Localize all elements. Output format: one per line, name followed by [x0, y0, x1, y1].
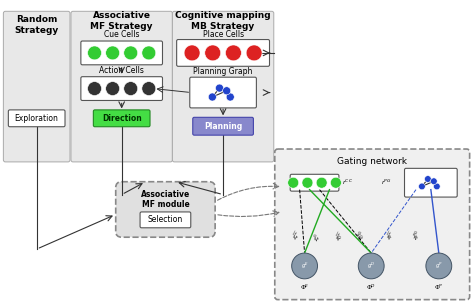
- FancyBboxPatch shape: [275, 149, 470, 300]
- Circle shape: [124, 82, 137, 95]
- Text: $z_D^{PG}$: $z_D^{PG}$: [355, 229, 368, 242]
- Text: Place Cells: Place Cells: [202, 30, 244, 39]
- Text: $\Phi^D$: $\Phi^D$: [366, 283, 376, 292]
- FancyBboxPatch shape: [290, 174, 339, 191]
- Text: $z_P^{PG}$: $z_P^{PG}$: [410, 228, 424, 242]
- Circle shape: [88, 46, 101, 60]
- Circle shape: [205, 45, 221, 61]
- FancyBboxPatch shape: [9, 110, 65, 127]
- Circle shape: [288, 177, 299, 188]
- Text: Planning: Planning: [204, 122, 242, 131]
- Circle shape: [223, 87, 231, 95]
- Text: Cognitive mapping
MB Strategy: Cognitive mapping MB Strategy: [175, 11, 271, 31]
- Text: $z_D^{CC}$: $z_D^{CC}$: [332, 229, 346, 243]
- Circle shape: [142, 46, 156, 60]
- Text: $r^{PG}$: $r^{PG}$: [381, 178, 392, 187]
- Circle shape: [246, 45, 262, 61]
- Text: Planning Graph: Planning Graph: [193, 67, 253, 76]
- Circle shape: [226, 45, 241, 61]
- Circle shape: [425, 176, 431, 182]
- Text: $\Phi^E$: $\Phi^E$: [300, 283, 310, 292]
- Circle shape: [292, 253, 318, 279]
- Text: Selection: Selection: [148, 215, 183, 224]
- Circle shape: [430, 178, 437, 185]
- FancyBboxPatch shape: [140, 212, 191, 228]
- Text: Direction: Direction: [102, 114, 142, 123]
- Circle shape: [208, 93, 216, 101]
- Text: $r^{CC}$: $r^{CC}$: [342, 178, 354, 187]
- FancyBboxPatch shape: [190, 77, 256, 108]
- Text: Associative
MF Strategy: Associative MF Strategy: [91, 11, 153, 31]
- FancyBboxPatch shape: [3, 11, 70, 162]
- Text: Random
Strategy: Random Strategy: [15, 15, 59, 35]
- Text: $z_e^G$: $z_e^G$: [311, 232, 324, 243]
- FancyBboxPatch shape: [71, 11, 173, 162]
- Text: Associative
MF module: Associative MF module: [141, 190, 190, 209]
- FancyBboxPatch shape: [193, 117, 254, 135]
- Text: Action Cells: Action Cells: [99, 66, 144, 75]
- Text: Gating network: Gating network: [337, 157, 407, 166]
- Circle shape: [106, 46, 119, 60]
- Circle shape: [88, 82, 101, 95]
- Circle shape: [216, 84, 224, 92]
- Circle shape: [330, 177, 341, 188]
- Circle shape: [124, 46, 137, 60]
- Circle shape: [316, 177, 327, 188]
- Circle shape: [358, 253, 384, 279]
- FancyBboxPatch shape: [93, 110, 150, 127]
- Circle shape: [302, 177, 313, 188]
- Text: $z_P^{CC}$: $z_P^{CC}$: [384, 228, 398, 242]
- Circle shape: [142, 82, 156, 95]
- FancyBboxPatch shape: [177, 39, 270, 66]
- Circle shape: [106, 82, 119, 95]
- FancyBboxPatch shape: [116, 182, 215, 237]
- Circle shape: [419, 183, 425, 190]
- Text: Exploration: Exploration: [15, 114, 59, 123]
- Text: $g^P$: $g^P$: [435, 261, 443, 271]
- FancyBboxPatch shape: [81, 77, 163, 101]
- Circle shape: [433, 183, 440, 190]
- Circle shape: [426, 253, 452, 279]
- FancyBboxPatch shape: [81, 41, 163, 65]
- Text: Cue Cells: Cue Cells: [104, 30, 139, 39]
- FancyBboxPatch shape: [173, 11, 274, 162]
- Text: $\Phi^P$: $\Phi^P$: [434, 283, 444, 292]
- FancyBboxPatch shape: [404, 168, 457, 197]
- Circle shape: [184, 45, 200, 61]
- Text: $g^D$: $g^D$: [367, 261, 375, 271]
- Text: $z_e^{CC}$: $z_e^{CC}$: [290, 228, 304, 242]
- Circle shape: [226, 93, 234, 101]
- Text: $g^E$: $g^E$: [301, 261, 309, 271]
